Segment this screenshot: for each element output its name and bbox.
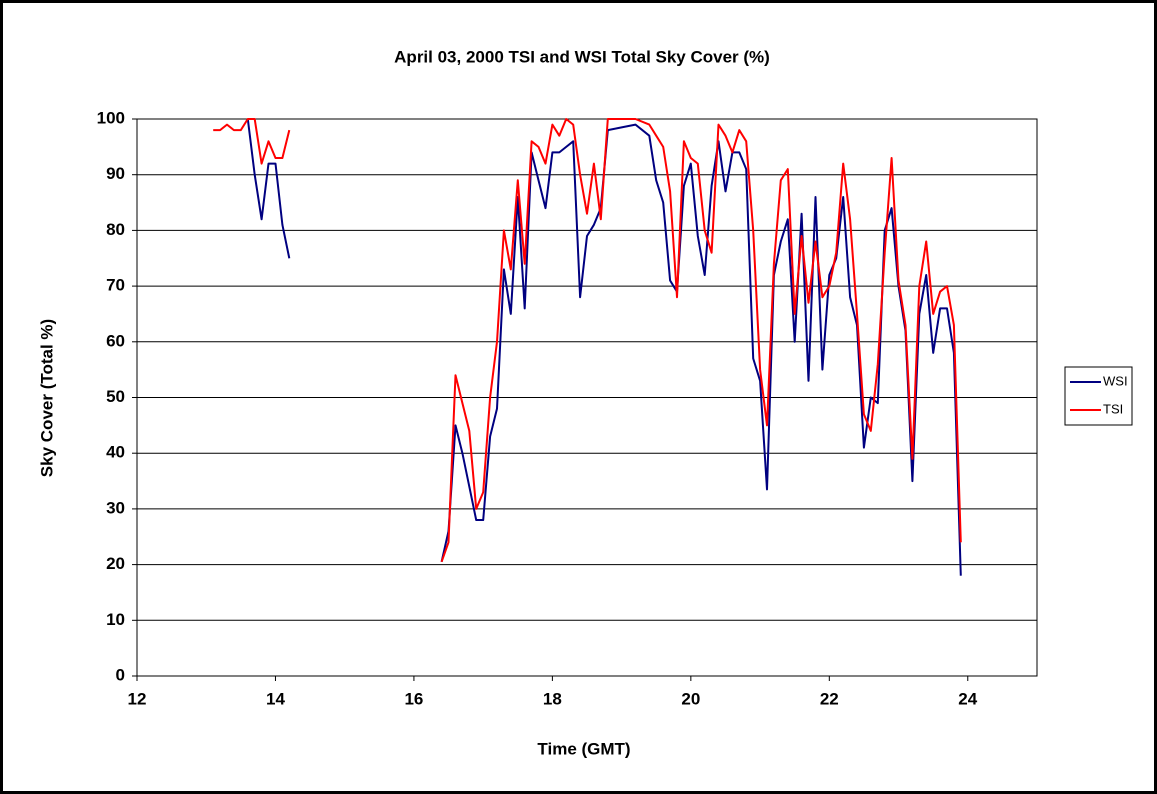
x-tick-label: 14 [266, 689, 285, 708]
legend-box [1064, 366, 1133, 426]
chart-title: April 03, 2000 TSI and WSI Total Sky Cov… [394, 47, 770, 66]
y-tick-label: 30 [106, 498, 125, 517]
y-tick-label: 80 [106, 220, 125, 239]
y-tick-label: 0 [116, 665, 125, 684]
x-tick-label: 22 [820, 689, 839, 708]
legend-label: WSI [1103, 373, 1128, 388]
y-tick-label: 60 [106, 331, 125, 350]
y-tick-label: 90 [106, 164, 125, 183]
y-tick-label: 100 [97, 108, 125, 127]
x-tick-label: 12 [128, 689, 147, 708]
series-line [246, 118, 962, 576]
series-line [213, 118, 962, 563]
legend-label: TSI [1103, 401, 1123, 416]
x-tick-label: 24 [958, 689, 977, 708]
y-axis-title: Sky Cover (Total %) [37, 319, 56, 477]
x-axis-title: Time (GMT) [537, 739, 630, 758]
x-tick-label: 20 [681, 689, 700, 708]
y-tick-label: 70 [106, 276, 125, 295]
x-tick-label: 18 [543, 689, 562, 708]
y-tick-label: 20 [106, 554, 125, 573]
x-tick-label: 16 [404, 689, 423, 708]
y-tick-label: 10 [106, 610, 125, 629]
y-tick-label: 40 [106, 443, 125, 462]
y-tick-label: 50 [106, 387, 125, 406]
